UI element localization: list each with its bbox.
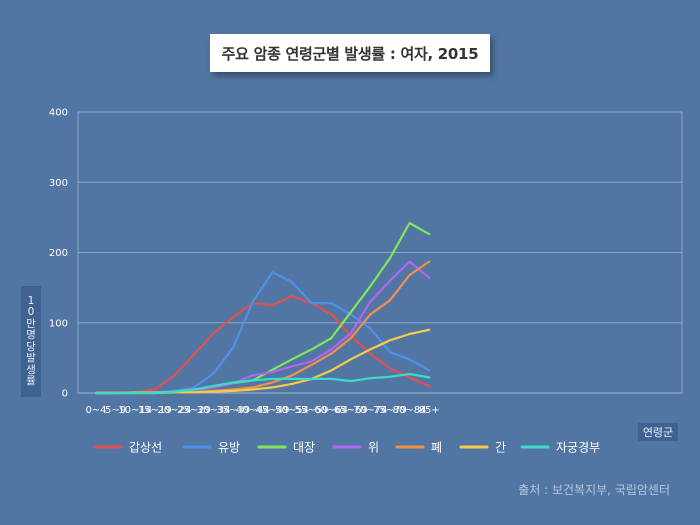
x-tick-label: 55~59	[295, 405, 329, 416]
chart-title: 주요 암종 연령군별 발생률 : 여자, 2015	[210, 34, 490, 72]
y-tick-label: 100	[49, 318, 68, 329]
x-tick-label: 25~29	[177, 405, 211, 416]
y-tick-label: 0	[62, 389, 68, 400]
series-line-7	[94, 372, 431, 395]
y-tick-label: 400	[49, 108, 68, 119]
y-tick-label: 300	[49, 178, 68, 189]
series-line-1	[94, 295, 431, 394]
y-axis-label: 10만 명당 발생률	[21, 286, 41, 397]
y-tick-labels: 0 100 200 300 400	[49, 108, 68, 400]
x-tick-label: 60~64	[314, 405, 348, 416]
legend-label: 자궁경부	[556, 441, 600, 455]
x-tick-label: 40~44	[236, 405, 270, 416]
x-tick-label: 10~14	[118, 405, 152, 416]
x-tick-label: 65~69	[334, 405, 368, 416]
x-tick-labels: 0~45~910~1415~1920~2425~2930~3435~3940~4…	[85, 405, 439, 416]
legend-label: 대장	[293, 441, 315, 455]
legend-label: 유방	[218, 441, 240, 455]
legend-label: 위	[368, 441, 379, 455]
x-tick-label: 35~39	[216, 405, 250, 416]
legend-label: 폐	[431, 441, 442, 455]
x-tick-label: 50~54	[275, 405, 309, 416]
y-tick-label: 200	[49, 248, 68, 259]
x-tick-label: 30~34	[197, 405, 231, 416]
series-lines	[94, 221, 431, 395]
x-tick-label: 45~49	[255, 405, 289, 416]
x-axis-label: 연령군	[638, 423, 678, 441]
x-tick-label: 75~79	[373, 405, 407, 416]
legend: 갑상선 유방 대장 위 폐 간 자궁경부	[93, 441, 600, 455]
source-note: 출처 : 보건복지부, 국립암센터	[518, 483, 670, 497]
x-tick-label: 20~24	[157, 405, 191, 416]
x-tick-label: 15~19	[138, 405, 172, 416]
legend-label: 갑상선	[129, 441, 162, 455]
x-tick-label: 5~9	[105, 405, 126, 416]
x-tick-label: 0~4	[85, 405, 106, 416]
x-tick-label: 70~74	[353, 405, 387, 416]
grid	[77, 111, 683, 394]
series-line-4	[94, 260, 431, 395]
x-tick-label: 85+	[419, 405, 440, 416]
x-tick-label: 80~84	[393, 405, 427, 416]
legend-label: 간	[495, 441, 506, 455]
